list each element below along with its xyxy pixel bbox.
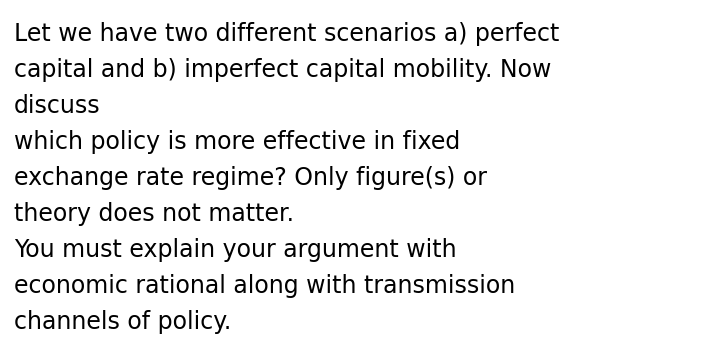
Text: exchange rate regime? Only figure(s) or: exchange rate regime? Only figure(s) or: [14, 166, 487, 190]
Text: which policy is more effective in fixed: which policy is more effective in fixed: [14, 130, 460, 154]
Text: channels of policy.: channels of policy.: [14, 310, 231, 334]
Text: Let we have two different scenarios a) perfect: Let we have two different scenarios a) p…: [14, 22, 559, 46]
Text: theory does not matter.: theory does not matter.: [14, 202, 294, 226]
Text: capital and b) imperfect capital mobility. Now: capital and b) imperfect capital mobilit…: [14, 58, 552, 82]
Text: You must explain your argument with: You must explain your argument with: [14, 238, 456, 262]
Text: economic rational along with transmission: economic rational along with transmissio…: [14, 274, 516, 298]
Text: discuss: discuss: [14, 94, 101, 118]
